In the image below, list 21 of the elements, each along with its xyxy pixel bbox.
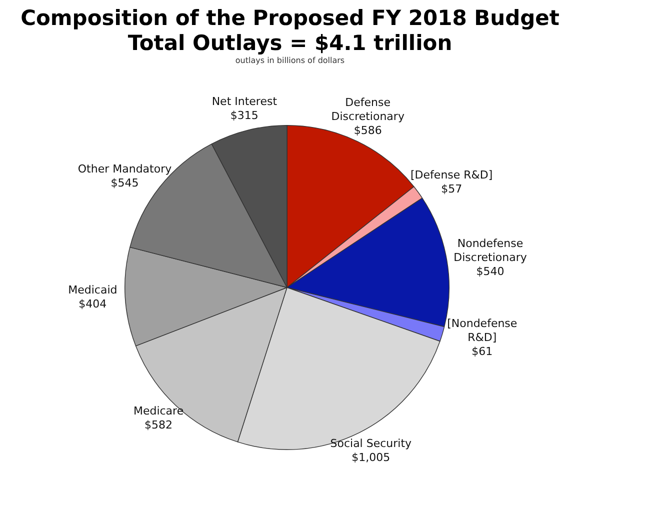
slice-label: Social Security <box>330 436 412 450</box>
slice-label: Nondefense Discretionary <box>454 236 528 264</box>
slice-label: Medicare <box>133 404 184 418</box>
slice-label: Net Interest <box>212 94 278 108</box>
slice-label: Other Mandatory <box>78 162 172 176</box>
data-label: $1,005 <box>352 450 390 464</box>
data-label: $586 <box>354 124 382 138</box>
data-label: $61 <box>472 344 493 358</box>
data-label: $57 <box>441 182 462 196</box>
data-label: $315 <box>230 108 258 122</box>
slice-label: Medicaid <box>68 283 118 296</box>
chart-subtitle: Total Outlays = $4.1 trillion <box>126 31 454 56</box>
slice-label: [Nondefense R&D] <box>447 316 518 344</box>
slice-label: Defense Discretionary <box>331 96 405 124</box>
data-label: $404 <box>78 297 107 310</box>
data-label: $582 <box>144 418 173 432</box>
slice-label: [Defense R&D] <box>410 168 493 182</box>
text: outlays in billions of dollars <box>234 56 346 65</box>
chart-title: Composition of the Proposed FY 2018 Budget <box>20 6 560 31</box>
data-label: $545 <box>110 176 139 190</box>
data-label: $540 <box>476 264 504 278</box>
